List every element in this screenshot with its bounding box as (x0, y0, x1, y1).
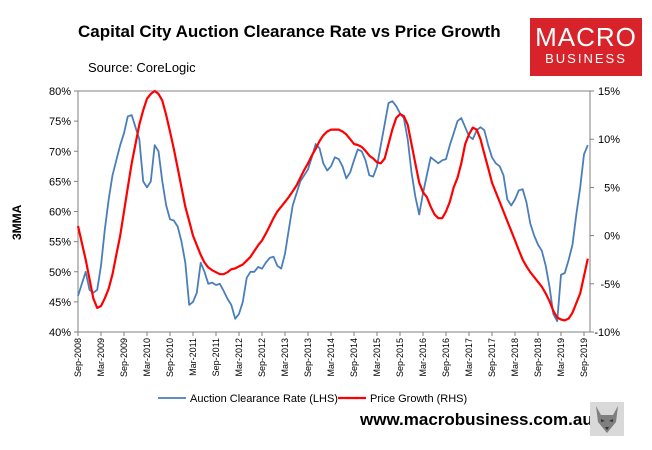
x-tick-label: Sep-2013 (303, 338, 313, 377)
logo-line-2: BUSINESS (545, 51, 627, 66)
x-tick-label: Mar-2014 (326, 338, 336, 377)
y-tick-label: 50% (49, 267, 71, 279)
series-line-clearance-rate (77, 100, 589, 323)
logo-line-1: MACRO (535, 22, 637, 52)
x-tick-label: Sep-2018 (533, 338, 543, 377)
y2-tick-label: 10% (598, 134, 620, 146)
x-tick-label: Sep-2009 (119, 338, 129, 377)
plot-area (77, 90, 591, 333)
x-tick-label: Mar-2010 (142, 338, 152, 377)
x-tick-label: Sep-2017 (487, 338, 497, 377)
y2-tick-label: 0% (604, 231, 620, 243)
y-tick-label: 40% (49, 327, 71, 339)
chart-source: Source: CoreLogic (88, 60, 196, 75)
legend-label: Auction Clearance Rate (LHS) (190, 393, 338, 405)
x-tick-label: Sep-2015 (395, 338, 405, 377)
macrobusiness-logo: MACRO BUSINESS (530, 18, 642, 76)
y2-tick-label: -5% (600, 279, 620, 291)
website-url: www.macrobusiness.com.au (360, 410, 593, 429)
x-tick-label: Sep-2010 (165, 338, 175, 377)
x-tick-label: Mar-2015 (372, 338, 382, 377)
x-tick-label: Mar-2017 (464, 338, 474, 377)
x-tick-label: Sep-2019 (579, 338, 589, 377)
x-tick-label: Sep-2012 (257, 338, 267, 377)
x-tick-label: Mar-2013 (280, 338, 290, 377)
wolf-logo-icon (590, 402, 624, 436)
x-tick-label: Sep-2011 (211, 338, 221, 376)
y2-tick-label: 5% (604, 182, 620, 194)
x-tick-label: Mar-2011 (188, 338, 198, 376)
series-line-price-growth (76, 89, 589, 322)
y-tick-label: 80% (49, 86, 71, 98)
y-tick-label: 75% (49, 116, 71, 128)
y-tick-label: 55% (49, 237, 71, 249)
y-tick-label: 60% (49, 207, 71, 219)
x-tick-label: Sep-2008 (73, 338, 83, 377)
x-tick-label: Mar-2009 (96, 338, 106, 377)
y2-tick-label: 15% (598, 86, 620, 98)
x-tick-label: Sep-2016 (441, 338, 451, 377)
y-tick-label: 45% (49, 297, 71, 309)
y2-tick-label: -10% (594, 327, 620, 339)
x-tick-label: Mar-2016 (418, 338, 428, 377)
legend-label: Price Growth (RHS) (370, 393, 467, 405)
y-tick-label: 70% (49, 146, 71, 158)
y-tick-label: 65% (49, 176, 71, 188)
x-tick-label: Mar-2019 (556, 338, 566, 377)
x-tick-label: Mar-2018 (510, 338, 520, 377)
x-tick-label: Sep-2014 (349, 338, 359, 377)
x-tick-label: Mar-2012 (234, 338, 244, 377)
chart-title: Capital City Auction Clearance Rate vs P… (78, 22, 501, 41)
